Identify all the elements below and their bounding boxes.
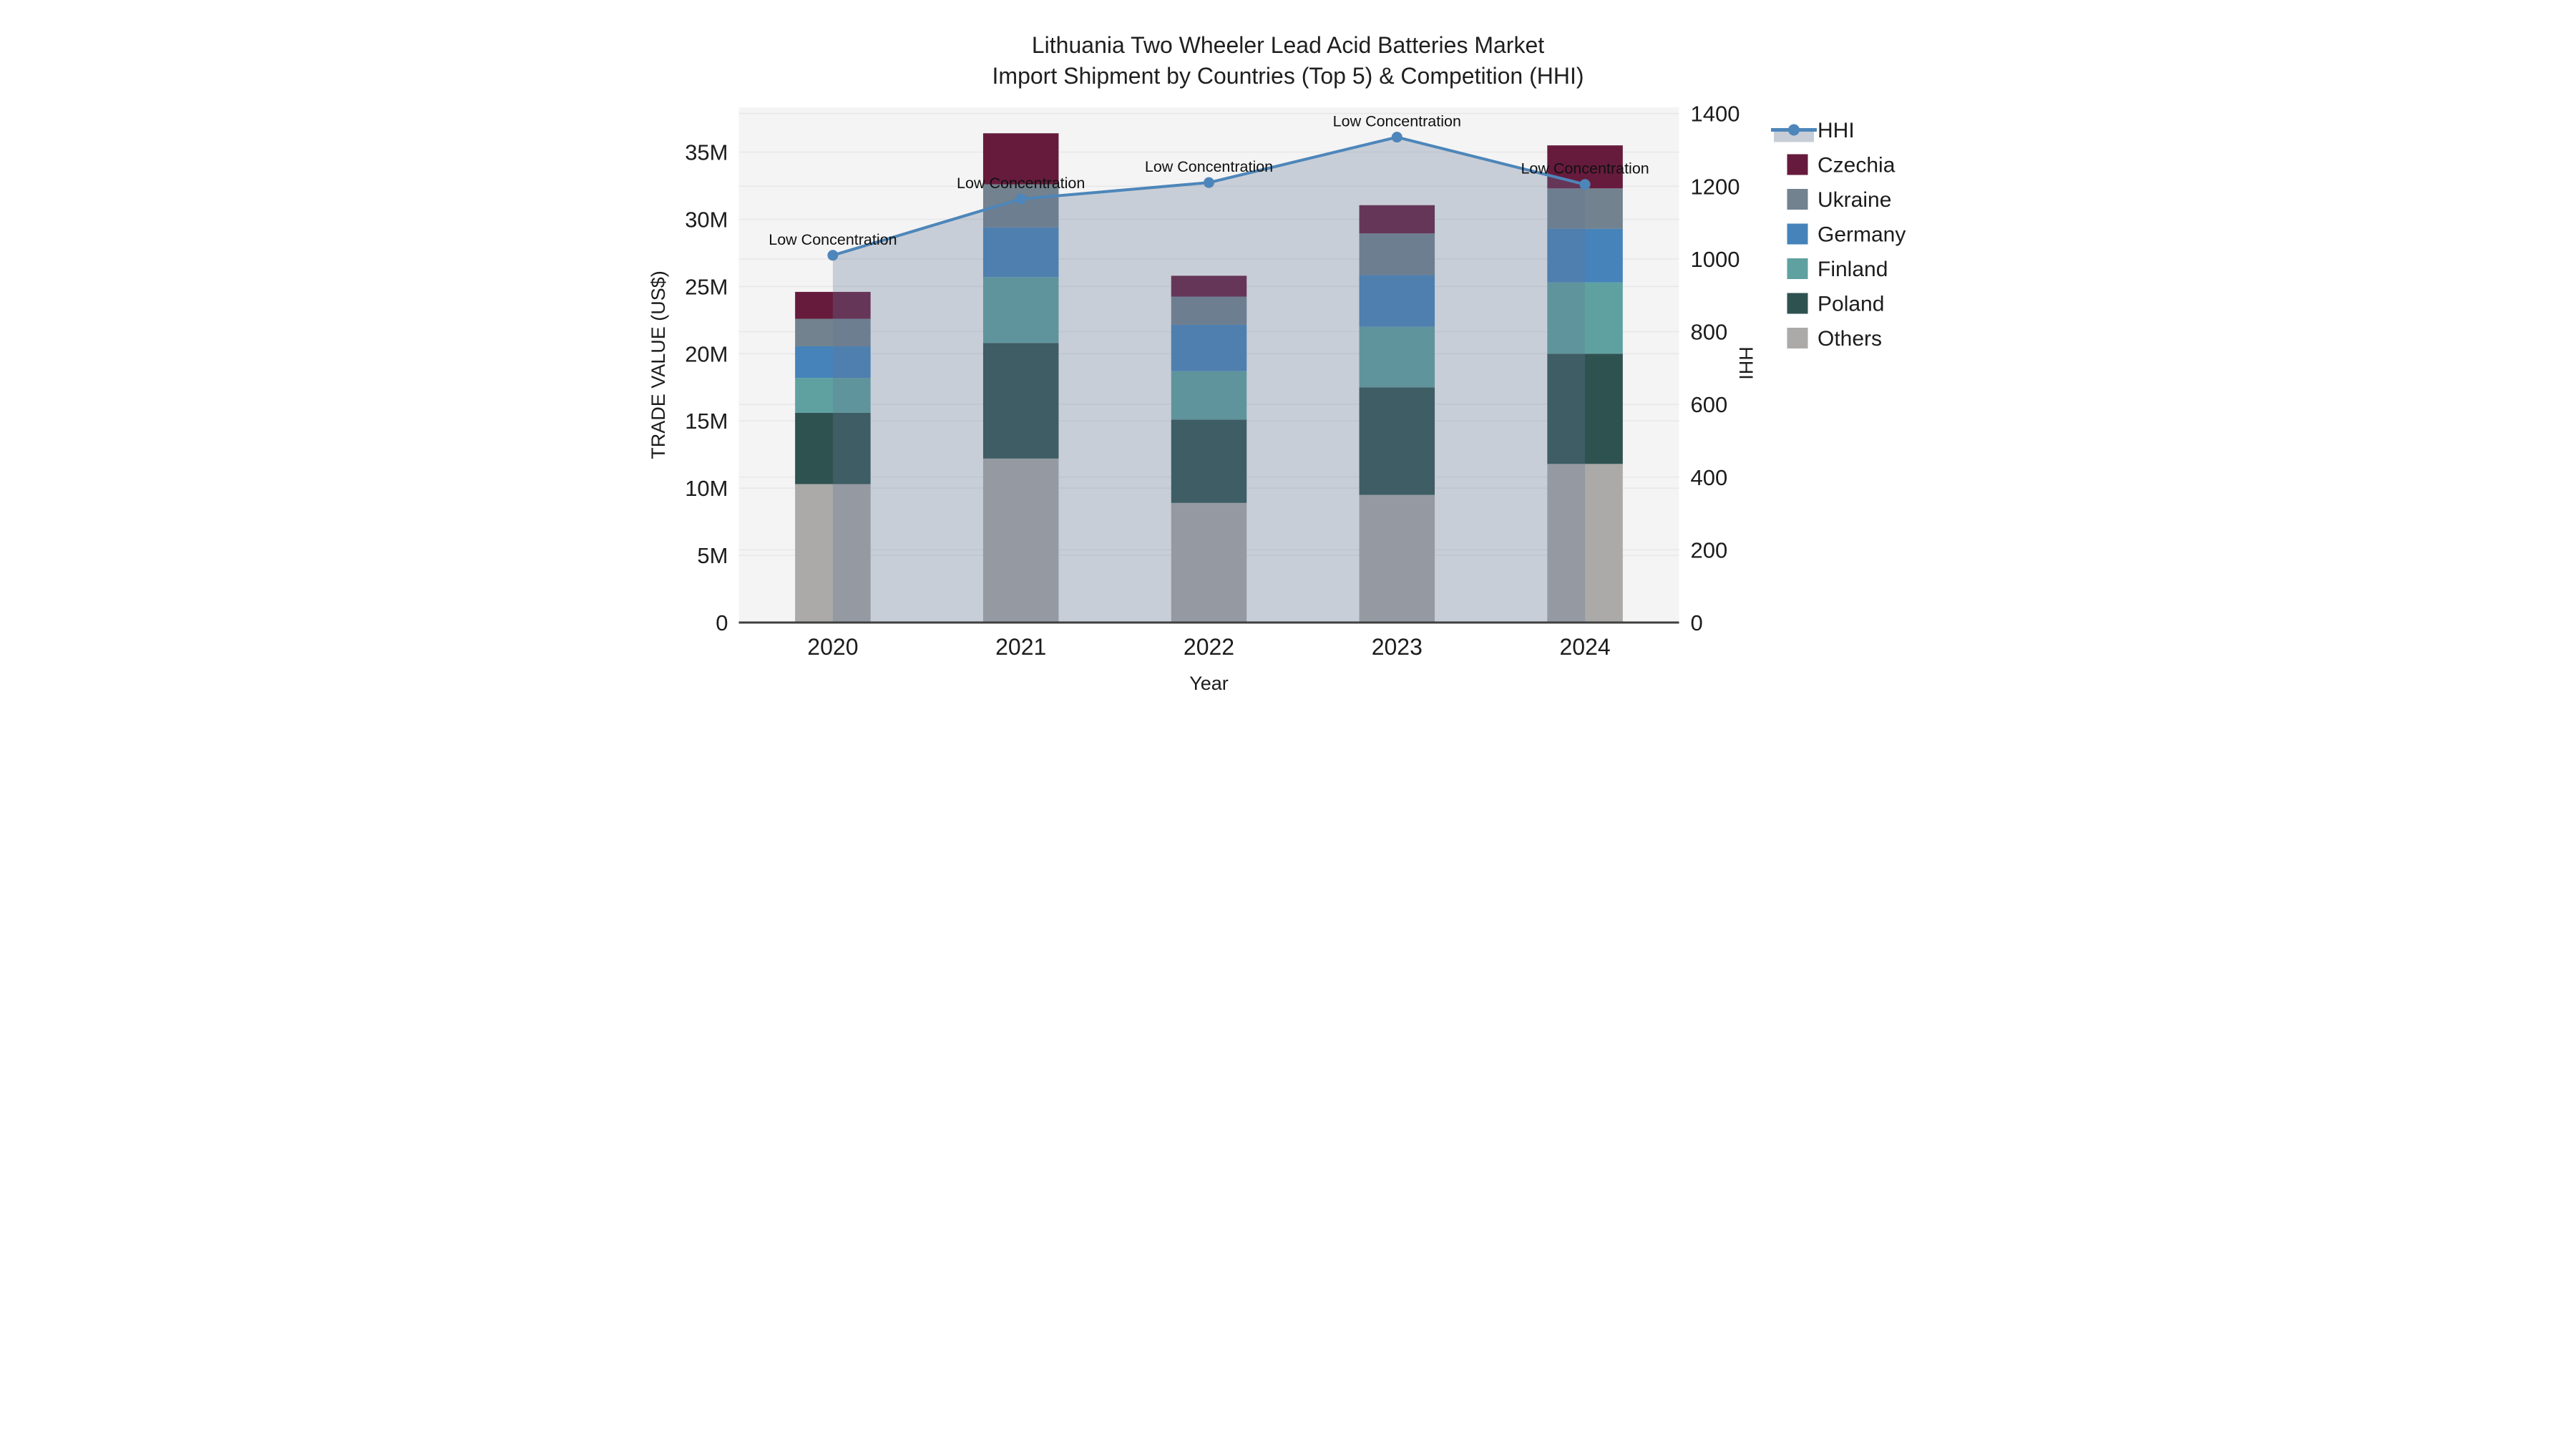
x-tick-2020: 2020 (807, 634, 858, 660)
y-right-tick-1000: 1000 (1691, 247, 1740, 272)
bar-segment-ukraine-2022[interactable] (1171, 296, 1247, 325)
hhi-marker-2020[interactable] (827, 250, 839, 261)
y-left-tick-15M: 15M (685, 409, 728, 434)
bar-segment-poland-2023[interactable] (1359, 387, 1435, 495)
legend-item-ukraine[interactable]: Ukraine (1787, 188, 1892, 212)
y-right-tick-1200: 1200 (1691, 174, 1740, 199)
bar-segment-germany-2020[interactable] (795, 346, 871, 379)
y-left-tick-5M: 5M (697, 543, 728, 568)
hhi-marker-2024[interactable] (1579, 179, 1591, 190)
y-left-tick-25M: 25M (685, 274, 728, 299)
y-right-tick-200: 200 (1691, 537, 1728, 562)
legend-swatch-czechia (1787, 154, 1808, 175)
legend-swatch-others (1787, 328, 1808, 348)
legend-item-poland[interactable]: Poland (1787, 293, 1885, 316)
chart-title-line1: Lithuania Two Wheeler Lead Acid Batterie… (1032, 32, 1544, 58)
legend-swatch-finland (1787, 258, 1808, 279)
hhi-fill-swatch (1774, 130, 1814, 142)
x-tick-2024: 2024 (1560, 634, 1611, 660)
legend-label-others: Others (1818, 327, 1882, 351)
chart-figure: Low Concentration Low Concentration Low Co… (644, 0, 1932, 725)
bar-segment-others-2021[interactable] (982, 458, 1059, 623)
hhi-line-layer (827, 132, 1591, 261)
bar-segment-poland-2020[interactable] (795, 412, 871, 484)
bar-segment-germany-2023[interactable] (1359, 275, 1435, 327)
legend-label-poland: Poland (1818, 293, 1884, 316)
legend-swatch-poland (1787, 293, 1808, 314)
annotation-low-concentration-2024: Low Concentration (1521, 160, 1649, 177)
bar-segment-finland-2024[interactable] (1547, 282, 1623, 354)
legend-swatch-ukraine (1787, 189, 1808, 210)
bar-segment-germany-2022[interactable] (1171, 324, 1247, 371)
x-tick-2021: 2021 (995, 634, 1046, 660)
y-left-tick-30M: 30M (685, 207, 728, 232)
bar-segment-czechia-2020[interactable] (795, 291, 871, 319)
bar-segment-poland-2024[interactable] (1547, 353, 1623, 464)
y-right-tick-0: 0 (1691, 610, 1703, 635)
legend-label-ukraine: Ukraine (1818, 188, 1891, 212)
bar-segment-finland-2021[interactable] (982, 277, 1059, 343)
chart-canvas: Low Concentration Low Concentration Low Co… (644, 0, 1932, 725)
x-tick-2023: 2023 (1372, 634, 1423, 660)
y-right-tick-1400: 1400 (1691, 102, 1740, 127)
y-right-axis-title: HHI (1735, 346, 1757, 380)
legend-item-germany[interactable]: Germany (1787, 223, 1906, 247)
legend-item-others[interactable]: Others (1787, 327, 1883, 351)
bar-segment-others-2024[interactable] (1547, 464, 1623, 623)
bar-segment-ukraine-2020[interactable] (795, 318, 871, 346)
bar-segment-czechia-2023[interactable] (1359, 205, 1435, 234)
hhi-area-fill-layer (832, 137, 1586, 623)
bar-segment-poland-2022[interactable] (1171, 419, 1247, 503)
bar-segment-germany-2021[interactable] (982, 227, 1059, 278)
y-left-tick-0: 0 (716, 610, 728, 635)
y-left-axis-title: TRADE VALUE (US$) (648, 270, 669, 459)
legend-label-czechia: Czechia (1818, 154, 1896, 177)
legend: HHI Czechia Ukraine Germany Finland Poland Oth… (1771, 119, 1906, 351)
hhi-marker-swatch (1788, 124, 1800, 136)
legend-item-finland[interactable]: Finland (1787, 258, 1888, 281)
bar-segment-ukraine-2023[interactable] (1359, 233, 1435, 275)
y-left-tick-35M: 35M (685, 140, 728, 165)
legend-item-hhi[interactable]: HHI (1771, 119, 1855, 142)
x-axis-title: Year (1189, 673, 1229, 694)
hhi-marker-2021[interactable] (1015, 193, 1027, 205)
hhi-marker-2022[interactable] (1204, 177, 1214, 188)
chart-title-line2: Import Shipment by Countries (Top 5) & C… (992, 63, 1584, 89)
bar-segment-others-2023[interactable] (1359, 494, 1435, 623)
bar-segment-poland-2021[interactable] (982, 343, 1059, 459)
bar-segment-finland-2020[interactable] (795, 378, 871, 413)
annotations-layer: Low Concentration Low Concentration Low Co… (769, 113, 1649, 248)
bar-segment-czechia-2021[interactable] (982, 133, 1059, 185)
bar-segment-finland-2023[interactable] (1359, 326, 1435, 388)
y-right-tick-400: 400 (1691, 465, 1728, 490)
bar-segment-czechia-2022[interactable] (1171, 275, 1247, 297)
legend-item-czechia[interactable]: Czechia (1787, 154, 1896, 177)
y-right-tick-800: 800 (1691, 320, 1728, 345)
annotation-low-concentration-2021: Low Concentration (957, 175, 1085, 192)
annotation-low-concentration-2020: Low Concentration (769, 231, 897, 248)
axis-layer: 0 5M 10M 15M 20M 25M 30M 35M 0 200 400 600 800 1000 12… (685, 102, 1740, 660)
x-tick-2022: 2022 (1184, 634, 1234, 660)
hhi-area-fill (832, 137, 1586, 623)
bar-segment-others-2020[interactable] (795, 484, 871, 623)
y-left-tick-10M: 10M (685, 476, 728, 501)
legend-label-finland: Finland (1818, 258, 1888, 281)
y-left-tick-20M: 20M (685, 341, 728, 366)
bar-segment-others-2022[interactable] (1171, 502, 1247, 623)
annotation-low-concentration-2023: Low Concentration (1333, 113, 1461, 130)
bar-segment-ukraine-2024[interactable] (1547, 188, 1623, 229)
hhi-marker-2023[interactable] (1391, 132, 1402, 143)
legend-label-hhi: HHI (1818, 119, 1855, 142)
stacked-bars-layer (795, 133, 1623, 623)
legend-label-germany: Germany (1818, 223, 1906, 247)
bar-segment-finland-2022[interactable] (1171, 371, 1247, 420)
y-right-tick-600: 600 (1691, 392, 1728, 417)
bar-segment-germany-2024[interactable] (1547, 228, 1623, 283)
legend-swatch-germany (1787, 223, 1808, 245)
annotation-low-concentration-2022: Low Concentration (1145, 158, 1273, 175)
